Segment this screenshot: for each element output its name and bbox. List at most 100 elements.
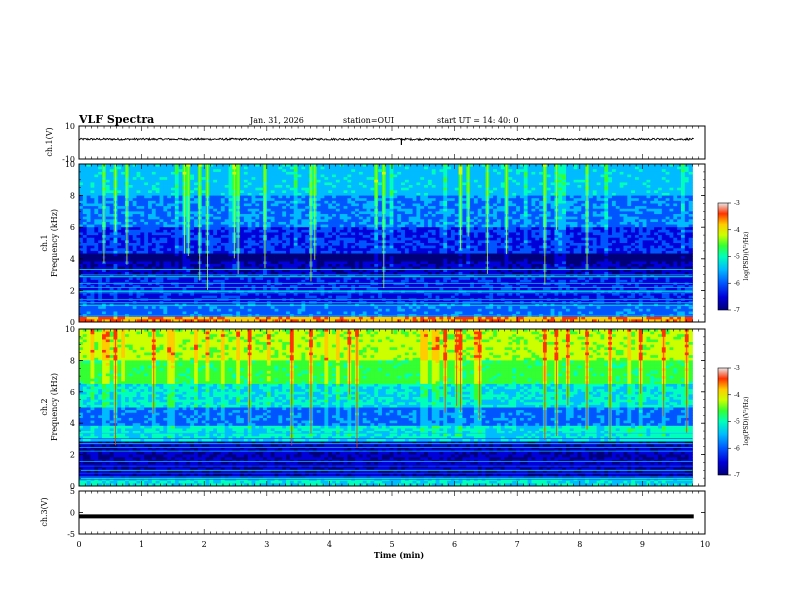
spectrogram-cell <box>128 232 134 236</box>
spectrogram-cell <box>638 166 644 170</box>
spectrogram-cell <box>481 203 486 207</box>
spectrogram-cell <box>151 208 157 212</box>
spectrogram-cell <box>650 179 655 183</box>
spectrogram-cell <box>657 187 663 191</box>
spectrogram-cell <box>404 169 410 173</box>
spectrogram-cell <box>389 169 394 173</box>
spectrogram-cell <box>389 182 394 186</box>
spectrogram-cell <box>224 171 229 175</box>
spectrogram-cell <box>370 177 375 181</box>
spectrogram-cell <box>650 177 655 181</box>
spectrogram-cell <box>623 240 628 244</box>
spectrogram-cell <box>259 243 264 247</box>
spectrogram-cell <box>297 219 302 223</box>
spectrogram-cell <box>293 219 298 223</box>
spectrogram-cell <box>178 195 183 199</box>
spectrogram-cell <box>82 195 88 199</box>
spectrogram-cell <box>243 221 249 225</box>
spectrogram-cell <box>140 240 145 244</box>
spectrogram-cell <box>512 227 517 231</box>
spectrogram-cell <box>550 174 555 178</box>
spectrogram-cell <box>190 179 195 183</box>
spectrogram-cell <box>577 179 582 183</box>
spectrogram-cell <box>320 169 325 173</box>
spectrogram-cell <box>604 166 609 170</box>
spectrogram-cell <box>155 179 160 183</box>
spectrogram-cell <box>439 229 444 233</box>
spectrogram-cell <box>500 219 505 223</box>
spectrogram-cell <box>470 219 475 223</box>
spectrogram-cell <box>393 200 398 204</box>
spectrogram-cell <box>171 219 176 223</box>
spectrogram-cell <box>447 206 452 210</box>
spectrogram-cell <box>90 224 95 228</box>
spectrogram-cell <box>539 164 544 168</box>
spectrogram-cell <box>424 216 429 220</box>
spectrogram-cell <box>615 177 621 181</box>
spectrogram-cell <box>665 221 670 225</box>
spectrogram-cell <box>305 219 310 223</box>
spectrogram-cell <box>412 219 417 223</box>
spectrogram-cell <box>588 221 594 225</box>
spectrogram-cell <box>94 235 99 239</box>
spectrogram-cell <box>174 219 180 223</box>
spectrogram-cell <box>420 164 425 168</box>
spectrogram-cell <box>688 179 693 183</box>
spectrogram-cell <box>454 187 459 191</box>
spectrogram-cell <box>431 195 436 199</box>
spectrogram-cell <box>684 203 690 207</box>
spectrogram-cell <box>631 182 636 186</box>
spectrogram-cell <box>270 237 275 241</box>
spectrogram-cell <box>282 232 287 236</box>
spectrogram-cell <box>240 164 245 168</box>
spectrogram-cell <box>546 206 552 210</box>
spectrogram-cell <box>351 164 356 168</box>
spectrogram-cell <box>562 195 567 199</box>
spectrogram-cell <box>213 179 218 183</box>
spectrogram-cell <box>155 182 160 186</box>
spectrogram-cell <box>132 166 137 170</box>
spectrogram-cell <box>378 166 383 170</box>
spectrogram-cell <box>562 169 567 173</box>
spectrogram-cell <box>631 200 636 204</box>
spectrogram-cell <box>332 164 337 168</box>
spectrogram-cell <box>623 192 628 196</box>
spectrogram-cell <box>151 224 157 228</box>
spectrogram-cell <box>362 179 367 183</box>
spectrogram-cell <box>443 166 448 170</box>
spectrogram-cell <box>535 166 540 170</box>
spectrogram-cell <box>531 227 536 231</box>
spectrogram-cell <box>274 179 279 183</box>
spectrogram-cell <box>638 200 644 204</box>
spectrogram-cell <box>339 174 344 178</box>
spectrogram-cell <box>412 221 417 225</box>
spectrogram-cell <box>631 169 636 173</box>
spectrogram-cell <box>393 174 398 178</box>
spectrogram-cell <box>385 229 390 233</box>
spectrogram-cell <box>105 187 111 191</box>
spectrogram-cell <box>673 190 678 194</box>
spectrogram-cell <box>665 177 670 181</box>
spectrogram-cell <box>550 232 555 236</box>
spectrogram-cell <box>278 164 283 168</box>
spectrogram-cell <box>592 235 598 239</box>
spectrogram-cell <box>665 224 670 228</box>
spectrogram-cell <box>155 245 160 249</box>
spectrogram-cell <box>255 227 260 231</box>
spectrogram-cell <box>470 235 475 239</box>
spectrogram-cell <box>247 177 252 181</box>
spectrogram-cell <box>638 164 644 168</box>
spectrogram-cell <box>654 179 659 183</box>
spectrogram-cell <box>286 240 291 244</box>
spectrogram-cell <box>132 211 137 215</box>
spectrogram-cell <box>435 224 440 228</box>
spectrogram-cell <box>684 214 690 218</box>
spectrogram-cell <box>332 198 337 202</box>
spectrogram-cell <box>562 203 567 207</box>
spectrogram-cell <box>117 227 122 231</box>
spectrogram-cell <box>316 192 321 196</box>
spectrogram-cell <box>600 227 605 231</box>
spectrogram-cell <box>385 171 390 175</box>
spectrogram-cell <box>546 221 552 225</box>
spectrogram-cell <box>163 185 168 189</box>
